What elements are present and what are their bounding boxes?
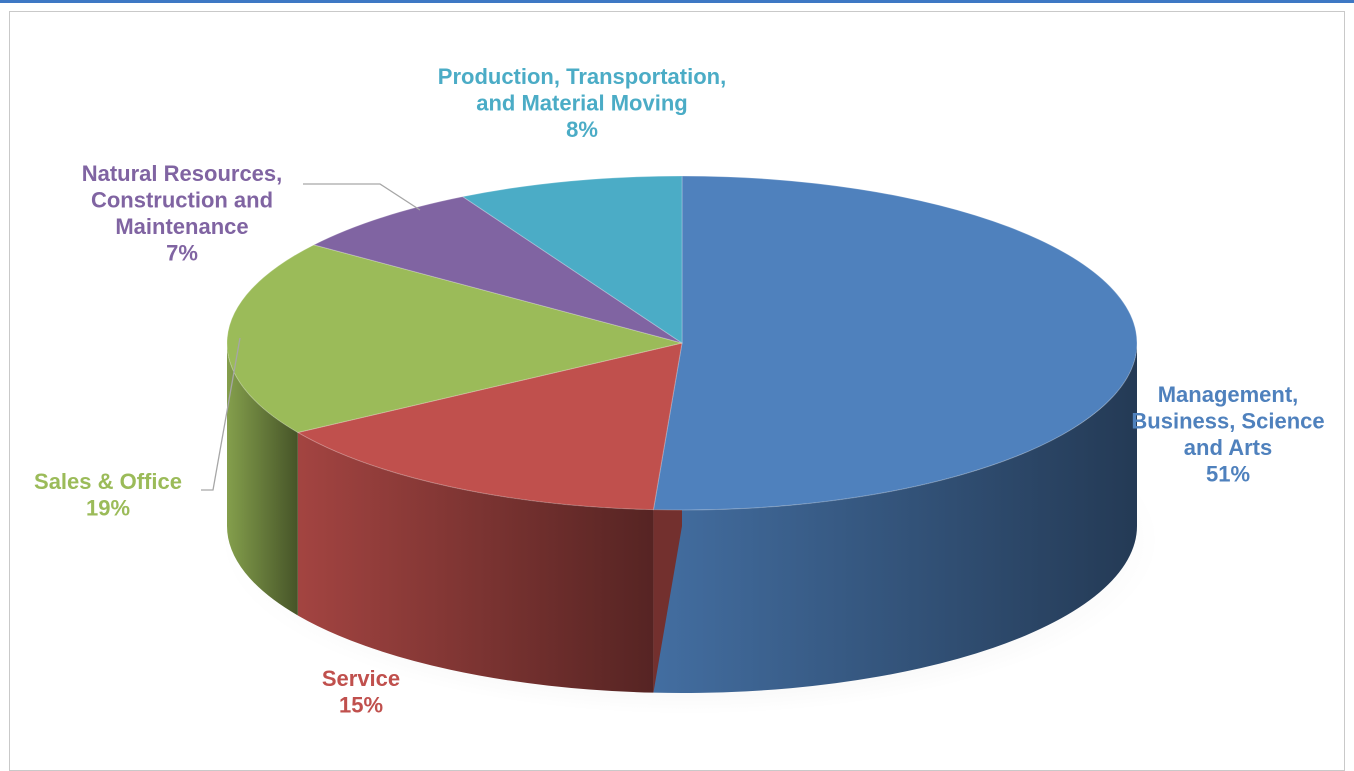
top-rule [0,0,1354,3]
slice-0-name-line: and Arts [1184,435,1272,460]
slice-3-name-line: Natural Resources, [82,161,283,186]
slice-2-label: Sales & Office 19% [34,469,182,521]
leader-lines [201,183,421,491]
slice-0-percent: 51% [1206,462,1250,487]
slice-3-leader-line [303,183,421,211]
slice-3-name-line: Maintenance [115,214,248,239]
slice-4-name-line: and Material Moving [476,91,687,116]
slice-1-name-line: Service [322,666,400,691]
slice-0-name-line: Business, Science [1131,409,1324,434]
slice-3-name-line: Construction and [91,188,273,213]
slice-3-label: Natural Resources, Construction and Mainte… [82,161,283,266]
slice-0-name-line: Management, [1158,382,1299,407]
slice-4-percent: 8% [566,117,598,142]
slice-1-label: Service 15% [322,666,400,718]
slice-2-leader-line [201,337,241,491]
pie-tops [226,175,1138,511]
slice-0-top [652,175,1138,511]
slice-1-top [296,342,683,511]
slice-0-label: Management, Business, Science and Arts 51% [1131,382,1324,487]
slice-0-side [653,343,1137,693]
slice-3-percent: 7% [166,241,198,266]
slice-labels: Management, Business, Science and Arts 51% S… [34,64,1325,718]
slice-1-side [297,432,654,693]
slice-2-percent: 19% [86,496,130,521]
slice-2-top [226,244,683,434]
slice-4-top [461,175,683,344]
slice-4-label: Production, Transportation, and Material … [438,64,726,142]
slice-3-top [312,196,683,344]
slice-2-side [227,343,298,616]
slice-2-name-line: Sales & Office [34,469,182,494]
slice-4-name-line: Production, Transportation, [438,64,726,89]
slice-1-percent: 15% [339,693,383,718]
pie-sides [227,343,1137,693]
